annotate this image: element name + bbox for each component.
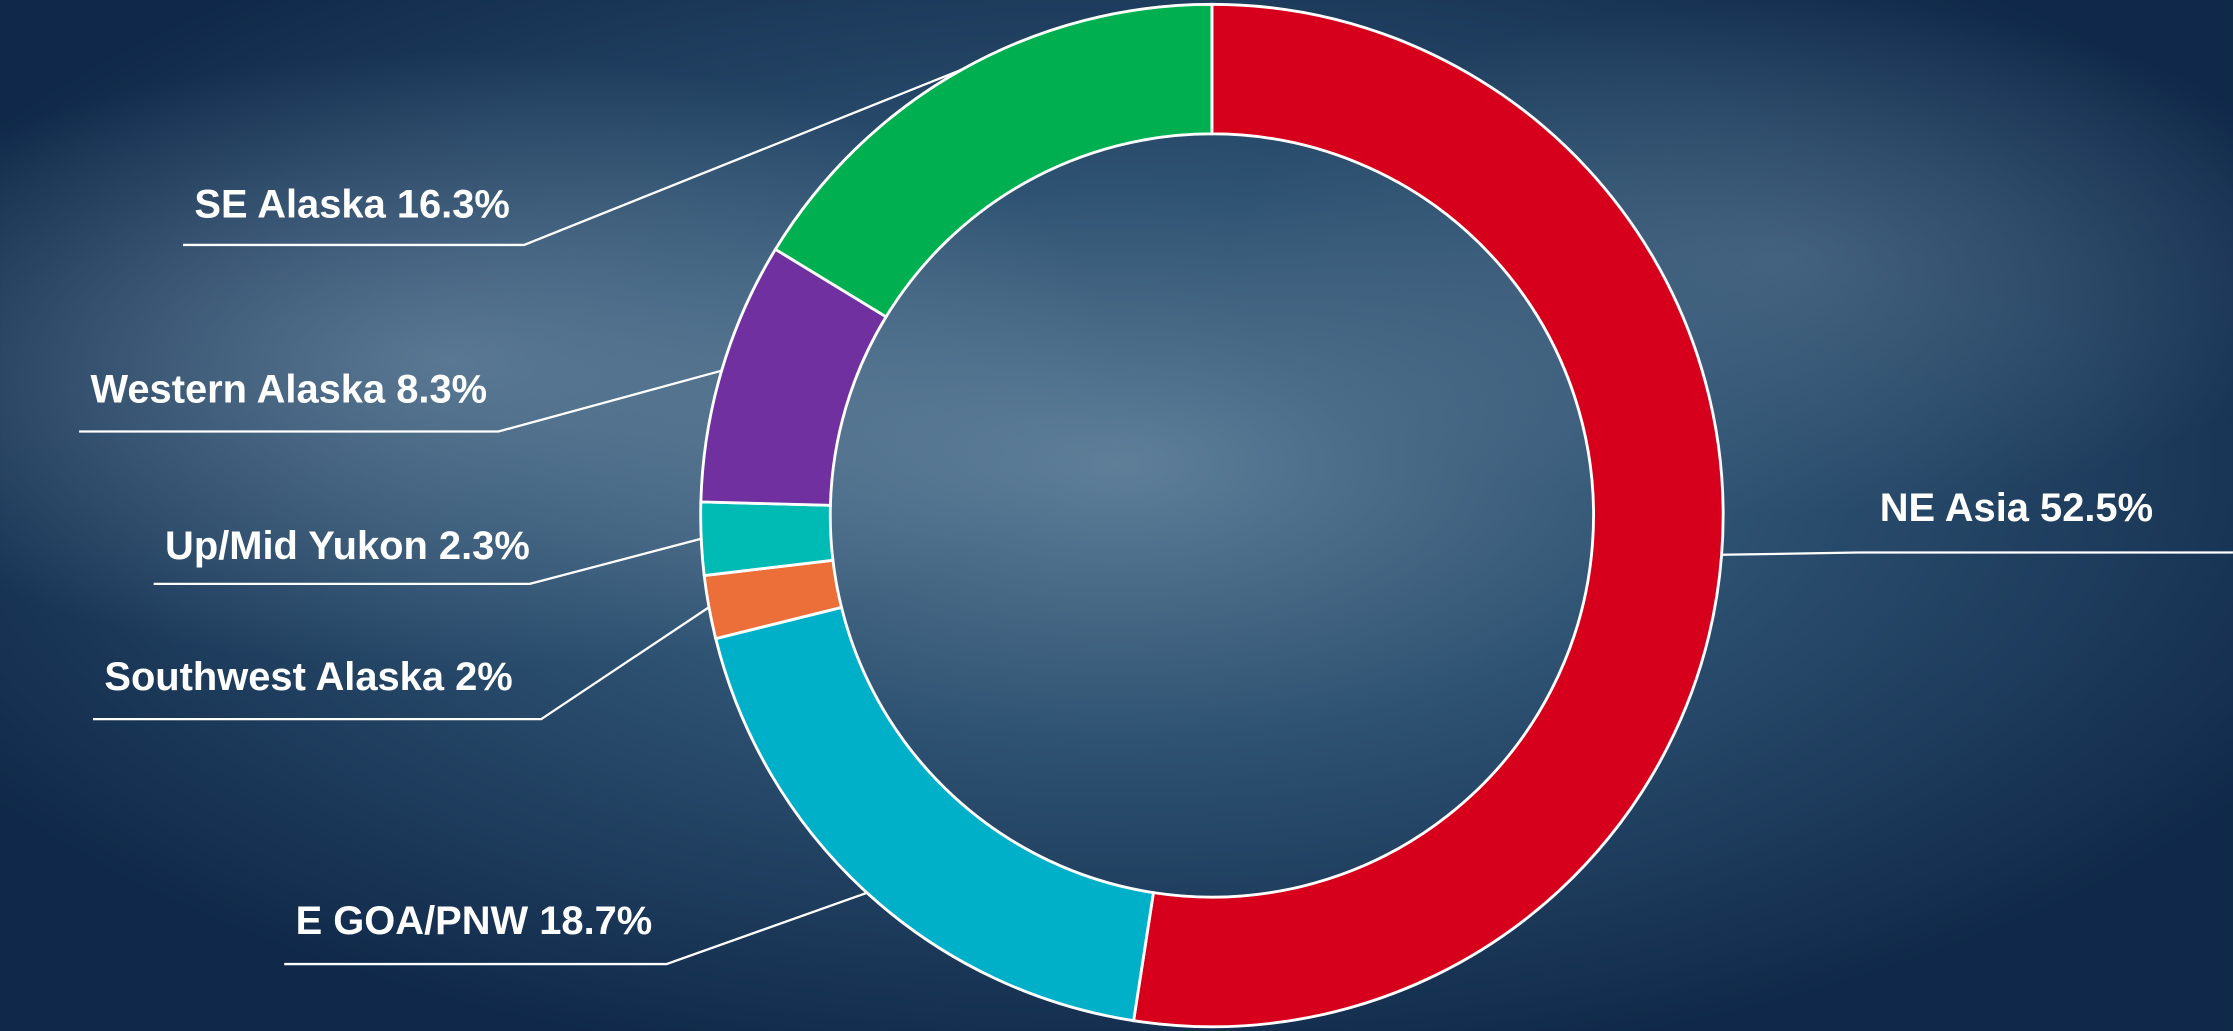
leader-line — [284, 891, 868, 966]
label-name: SE Alaska — [194, 182, 386, 226]
data-label: SE Alaska 16.3% — [194, 182, 509, 226]
leader-line — [183, 68, 963, 247]
leader-line — [153, 537, 702, 585]
leader-line — [79, 369, 722, 433]
data-label: Up/Mid Yukon 2.3% — [165, 524, 530, 568]
label-value: 16.3% — [397, 182, 510, 226]
data-label: E GOA/PNW 18.7% — [296, 898, 653, 942]
leader-line — [1721, 551, 2233, 556]
donut-segment — [1131, 2, 1725, 1029]
label-value: 18.7% — [539, 898, 652, 942]
label-value: 2% — [455, 655, 513, 699]
label-name: Western Alaska — [90, 367, 385, 411]
label-name: NE Asia — [1880, 485, 2030, 529]
label-name: Southwest Alaska — [104, 655, 444, 699]
label-value: 52.5% — [2040, 485, 2153, 529]
data-label: NE Asia 52.5% — [1880, 485, 2153, 529]
label-name: E GOA/PNW — [296, 898, 529, 942]
donut-segment — [773, 2, 1214, 319]
label-name: Up/Mid Yukon — [165, 524, 428, 568]
label-value: 8.3% — [396, 367, 487, 411]
label-value: 2.3% — [439, 524, 530, 568]
leader-line — [92, 606, 710, 721]
data-label: Western Alaska 8.3% — [90, 367, 487, 411]
data-label: Southwest Alaska 2% — [104, 655, 512, 699]
